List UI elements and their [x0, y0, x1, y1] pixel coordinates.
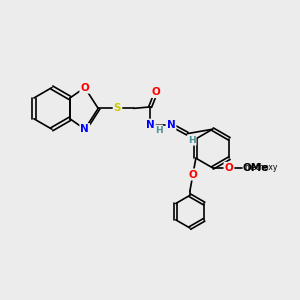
Text: S: S: [114, 103, 121, 113]
Text: O: O: [225, 163, 233, 173]
Text: O: O: [188, 169, 197, 179]
Text: N: N: [80, 124, 89, 134]
Text: O: O: [80, 82, 89, 93]
Text: N: N: [146, 120, 154, 130]
Text: methoxy: methoxy: [244, 163, 277, 172]
Text: N: N: [167, 120, 176, 130]
Text: H: H: [155, 126, 162, 135]
Text: O: O: [152, 87, 161, 97]
Text: OMe: OMe: [242, 163, 268, 173]
Text: H: H: [188, 136, 196, 145]
